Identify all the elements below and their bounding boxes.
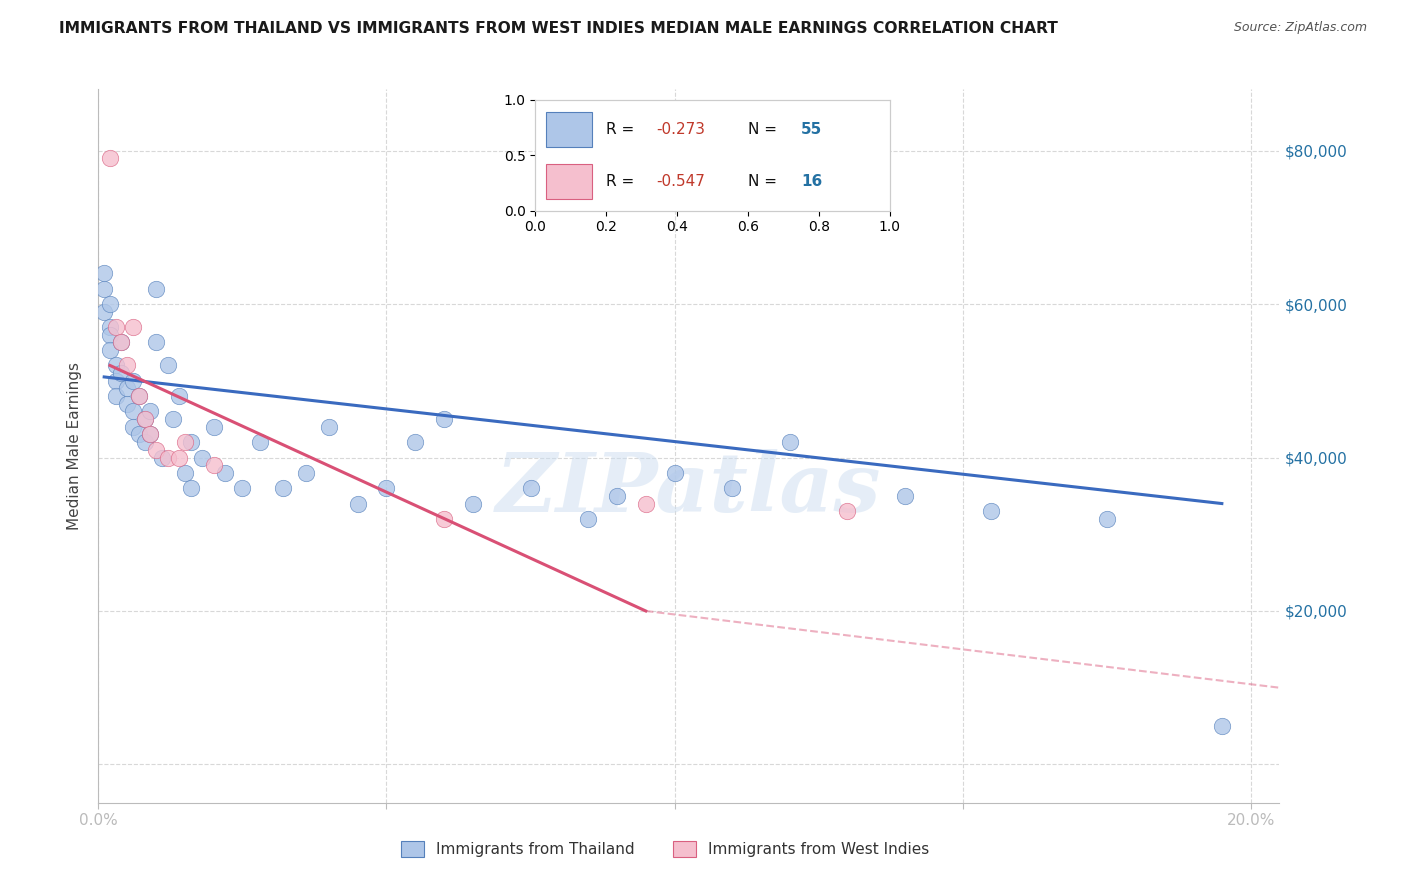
Point xyxy=(295,466,318,480)
Point xyxy=(139,427,162,442)
Point xyxy=(191,450,214,465)
Point xyxy=(98,327,121,342)
Point xyxy=(180,435,202,450)
Point xyxy=(93,304,115,318)
Point xyxy=(93,282,115,296)
Point xyxy=(134,412,156,426)
Point xyxy=(837,504,859,518)
Point xyxy=(110,335,132,350)
Point xyxy=(128,389,150,403)
Point xyxy=(167,389,190,403)
Point xyxy=(318,419,340,434)
Point xyxy=(98,297,121,311)
Point xyxy=(231,481,253,495)
Point xyxy=(139,404,162,418)
Point xyxy=(122,404,145,418)
Point xyxy=(180,481,202,495)
Point xyxy=(115,359,138,373)
Text: ZIPatlas: ZIPatlas xyxy=(496,449,882,529)
Point xyxy=(104,359,127,373)
Point xyxy=(606,489,628,503)
Point xyxy=(249,435,271,450)
Point xyxy=(145,442,167,457)
Point xyxy=(202,458,225,473)
Point xyxy=(134,412,156,426)
Point xyxy=(115,381,138,395)
Point xyxy=(139,427,162,442)
Point xyxy=(461,497,484,511)
Point xyxy=(664,466,686,480)
Point xyxy=(404,435,426,450)
Point xyxy=(115,397,138,411)
Point xyxy=(104,320,127,334)
Point xyxy=(519,481,541,495)
Point xyxy=(110,366,132,380)
Point xyxy=(145,282,167,296)
Point xyxy=(202,419,225,434)
Point xyxy=(167,450,190,465)
Point xyxy=(214,466,236,480)
Point xyxy=(375,481,398,495)
Text: IMMIGRANTS FROM THAILAND VS IMMIGRANTS FROM WEST INDIES MEDIAN MALE EARNINGS COR: IMMIGRANTS FROM THAILAND VS IMMIGRANTS F… xyxy=(59,21,1057,37)
Point xyxy=(894,489,917,503)
Point xyxy=(110,335,132,350)
Point xyxy=(150,450,173,465)
Point xyxy=(576,512,599,526)
Y-axis label: Median Male Earnings: Median Male Earnings xyxy=(67,362,83,530)
Point xyxy=(721,481,744,495)
Point xyxy=(122,419,145,434)
Point xyxy=(156,450,179,465)
Point xyxy=(145,335,167,350)
Point xyxy=(98,151,121,165)
Point xyxy=(346,497,368,511)
Point xyxy=(156,359,179,373)
Text: Source: ZipAtlas.com: Source: ZipAtlas.com xyxy=(1233,21,1367,35)
Point xyxy=(128,389,150,403)
Point xyxy=(433,412,456,426)
Point xyxy=(134,435,156,450)
Legend: Immigrants from Thailand, Immigrants from West Indies: Immigrants from Thailand, Immigrants fro… xyxy=(395,835,935,863)
Point xyxy=(433,512,456,526)
Point xyxy=(98,320,121,334)
Point xyxy=(779,435,801,450)
Point xyxy=(634,497,657,511)
Point xyxy=(1211,719,1233,733)
Point xyxy=(173,466,195,480)
Point xyxy=(122,320,145,334)
Point xyxy=(1095,512,1118,526)
Point xyxy=(173,435,195,450)
Point xyxy=(162,412,184,426)
Point xyxy=(98,343,121,357)
Point xyxy=(104,374,127,388)
Point xyxy=(271,481,294,495)
Point xyxy=(93,266,115,280)
Point xyxy=(122,374,145,388)
Point xyxy=(104,389,127,403)
Point xyxy=(980,504,1002,518)
Point xyxy=(128,427,150,442)
